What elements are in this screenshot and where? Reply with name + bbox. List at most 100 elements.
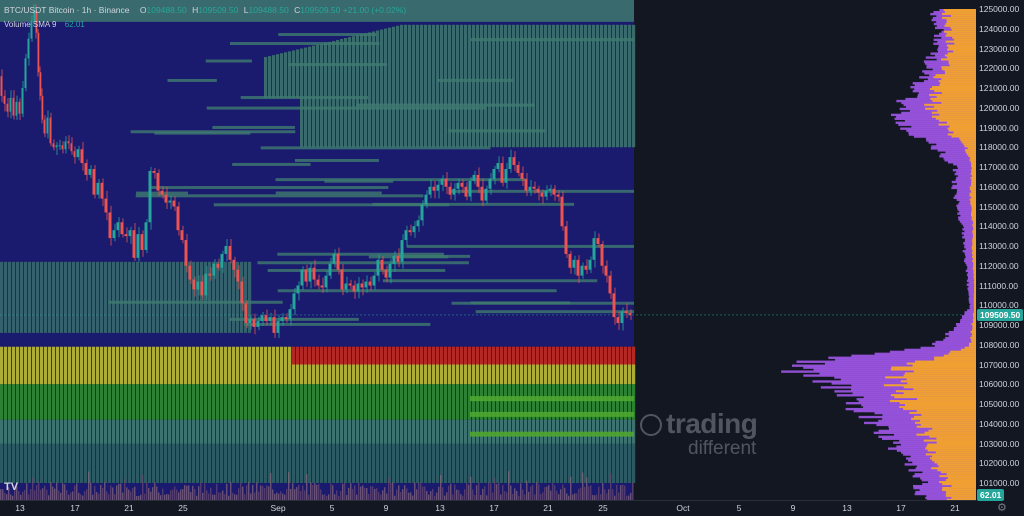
liquidity-column: [144, 261, 148, 333]
heatmap-band-column: [352, 443, 356, 483]
heatmap-band-column: [464, 364, 468, 385]
volume-profile-bar: [904, 372, 976, 375]
volume-bar: [262, 486, 264, 500]
volume-profile-bar: [953, 50, 976, 53]
heatmap-band-column: [528, 384, 532, 420]
price-axis[interactable]: 125000.00 124000.00 123000.00 122000.00 1210…: [976, 0, 1024, 501]
chart-area[interactable]: BTC/USDT Bitcoin · 1h · Binance O109488.…: [0, 0, 976, 500]
heatmap-band-column: [72, 364, 76, 385]
heatmap-band-column: [232, 346, 236, 365]
volume-profile-bar: [948, 352, 976, 356]
liquidity-column: [432, 24, 436, 148]
heatmap-band-column: [176, 443, 180, 483]
volume-bar: [316, 484, 318, 500]
volume-profile-bar: [885, 376, 976, 379]
heatmap-band-column: [244, 419, 248, 444]
heatmap-band-column: [160, 384, 164, 420]
heatmap-band-column: [168, 384, 172, 420]
volume-profile-bar: [936, 437, 976, 440]
candle-body: [528, 186, 532, 191]
heatmap-band-column: [424, 443, 428, 483]
volume-bar: [342, 483, 344, 500]
candle-body: [336, 253, 340, 270]
liquidity-column: [540, 24, 544, 148]
volume-bar: [460, 494, 462, 500]
volume-profile-bar: [941, 66, 976, 69]
liquidity-column: [160, 261, 164, 333]
volume-profile-bar: [946, 20, 976, 24]
heatmap-band-column: [264, 384, 268, 420]
volume-bar: [334, 494, 336, 500]
volume-profile-bar: [941, 101, 976, 105]
heatmap-band-column: [272, 364, 276, 385]
volume-bar: [210, 487, 212, 500]
liquidity-column: [512, 24, 516, 148]
volume-profile-bar: [932, 342, 976, 346]
volume-sma-value: 62.01: [64, 20, 85, 29]
liquidity-column: [32, 261, 36, 333]
liquidity-stripe: [167, 78, 217, 82]
heatmap-band-column: [144, 346, 148, 365]
volume-bar: [476, 485, 478, 500]
heatmap-band-column: [60, 419, 64, 444]
liquidity-column: [276, 54, 280, 98]
volume-bar: [282, 493, 284, 500]
heatmap-band-column: [256, 364, 260, 385]
liquidity-column: [480, 24, 484, 148]
liquidity-column: [52, 261, 56, 333]
heatmap-chart[interactable]: [0, 0, 976, 500]
heatmap-band-column: [608, 384, 612, 420]
time-tick-label: 21: [543, 503, 553, 513]
heatmap-band-column: [488, 346, 492, 365]
volume-profile-bar: [929, 457, 976, 460]
candle-body: [58, 145, 61, 147]
liquidity-column: [568, 24, 572, 148]
candle-body: [556, 194, 560, 197]
liquidity-column: [620, 24, 624, 148]
volume-bar: [272, 489, 274, 500]
volume-bar: [12, 495, 14, 500]
volume-profile-bar: [907, 382, 976, 385]
volume-profile-bar: [923, 439, 976, 442]
heatmap-band-column: [364, 419, 368, 444]
heatmap-band-column: [216, 364, 220, 385]
heatmap-band-column: [392, 419, 396, 444]
tradingview-logo-icon[interactable]: TV: [4, 481, 19, 493]
heatmap-band-column: [424, 364, 428, 385]
heatmap-band-column: [420, 346, 424, 365]
heatmap-band-column: [488, 443, 492, 483]
volume-profile-bar: [964, 246, 976, 249]
liquidity-column: [140, 261, 144, 333]
heatmap-band-column: [280, 364, 284, 385]
volume-profile-bar: [965, 255, 976, 259]
heatmap-band-column: [212, 346, 216, 365]
volume-profile-bar: [916, 425, 976, 429]
volume-profile-bar: [967, 265, 976, 269]
heatmap-band-column: [96, 419, 100, 444]
heatmap-band-column: [12, 346, 16, 365]
symbol-legend[interactable]: BTC/USDT Bitcoin · 1h · Binance O109488.…: [4, 5, 409, 15]
time-axis[interactable]: 13 17 21 25 Sep 5 9 13 17 21 25 Oct 5 9 13 17 21: [0, 500, 976, 516]
heatmap-band-column: [632, 364, 636, 385]
liquidity-column: [60, 261, 64, 333]
volume-bar: [42, 488, 44, 500]
volume-profile-bar: [903, 392, 976, 395]
liquidity-column: [284, 52, 288, 98]
volume-bar: [168, 494, 170, 500]
symbol-title[interactable]: BTC/USDT Bitcoin · 1h · Binance: [4, 5, 130, 15]
candle-body: [33, 10, 36, 21]
volume-bar: [394, 495, 396, 500]
volume-legend[interactable]: Volume SMA 9 62.01: [4, 20, 85, 29]
volume-profile-bar: [911, 125, 976, 128]
heatmap-band-column: [60, 384, 64, 420]
heatmap-band-column: [164, 419, 168, 444]
heatmap-band-column: [576, 346, 580, 365]
heatmap-band-column: [380, 384, 384, 420]
volume-bar: [626, 495, 628, 500]
volume-bar: [546, 486, 548, 500]
volume-bar: [126, 487, 128, 500]
heatmap-band-column: [588, 384, 592, 420]
volume-profile-bar: [931, 145, 976, 148]
gear-icon[interactable]: ⚙: [997, 502, 1007, 514]
volume-profile-bar: [901, 101, 976, 105]
